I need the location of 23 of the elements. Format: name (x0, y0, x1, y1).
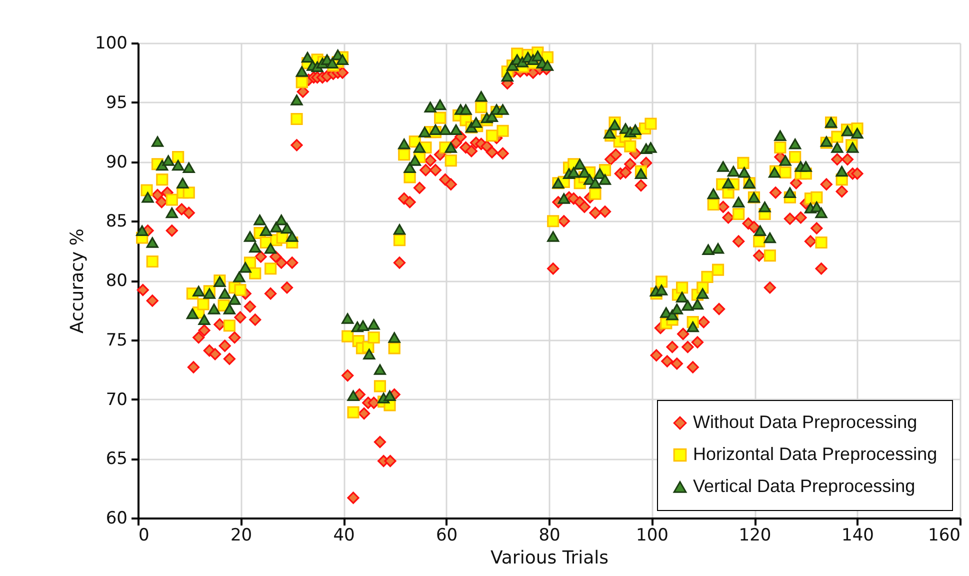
x-tick-label: 40 (333, 526, 355, 546)
legend-label: Horizontal Data Preprocessing (693, 444, 938, 464)
y-tick-label: 70 (106, 390, 128, 410)
x-tick-label: 80 (538, 526, 560, 546)
y-axis-title: Accuracy % (67, 228, 88, 334)
y-tick-label: 100 (95, 34, 128, 54)
y-tick-label: 95 (106, 92, 128, 113)
x-tick-label: 100 (636, 526, 668, 546)
y-tick-label: 60 (106, 508, 128, 528)
x-tick-label: 140 (842, 526, 874, 546)
x-tick-label: 20 (230, 526, 252, 546)
x-axis-title: Various Trials (490, 548, 609, 568)
y-tick-label: 65 (106, 449, 128, 470)
legend-label: Vertical Data Preprocessing (693, 476, 916, 496)
y-tick-label: 80 (106, 271, 128, 291)
y-tick-label: 90 (106, 152, 128, 172)
y-tick-label: 75 (106, 330, 128, 350)
x-tick-label: 160 (928, 526, 960, 546)
legend-label: Without Data Preprocessing (693, 412, 918, 432)
x-tick-label: 120 (738, 526, 772, 546)
x-tick-label: 60 (436, 526, 458, 546)
y-tick-label: 85 (106, 212, 128, 232)
x-tick-label: 0 (138, 526, 150, 546)
